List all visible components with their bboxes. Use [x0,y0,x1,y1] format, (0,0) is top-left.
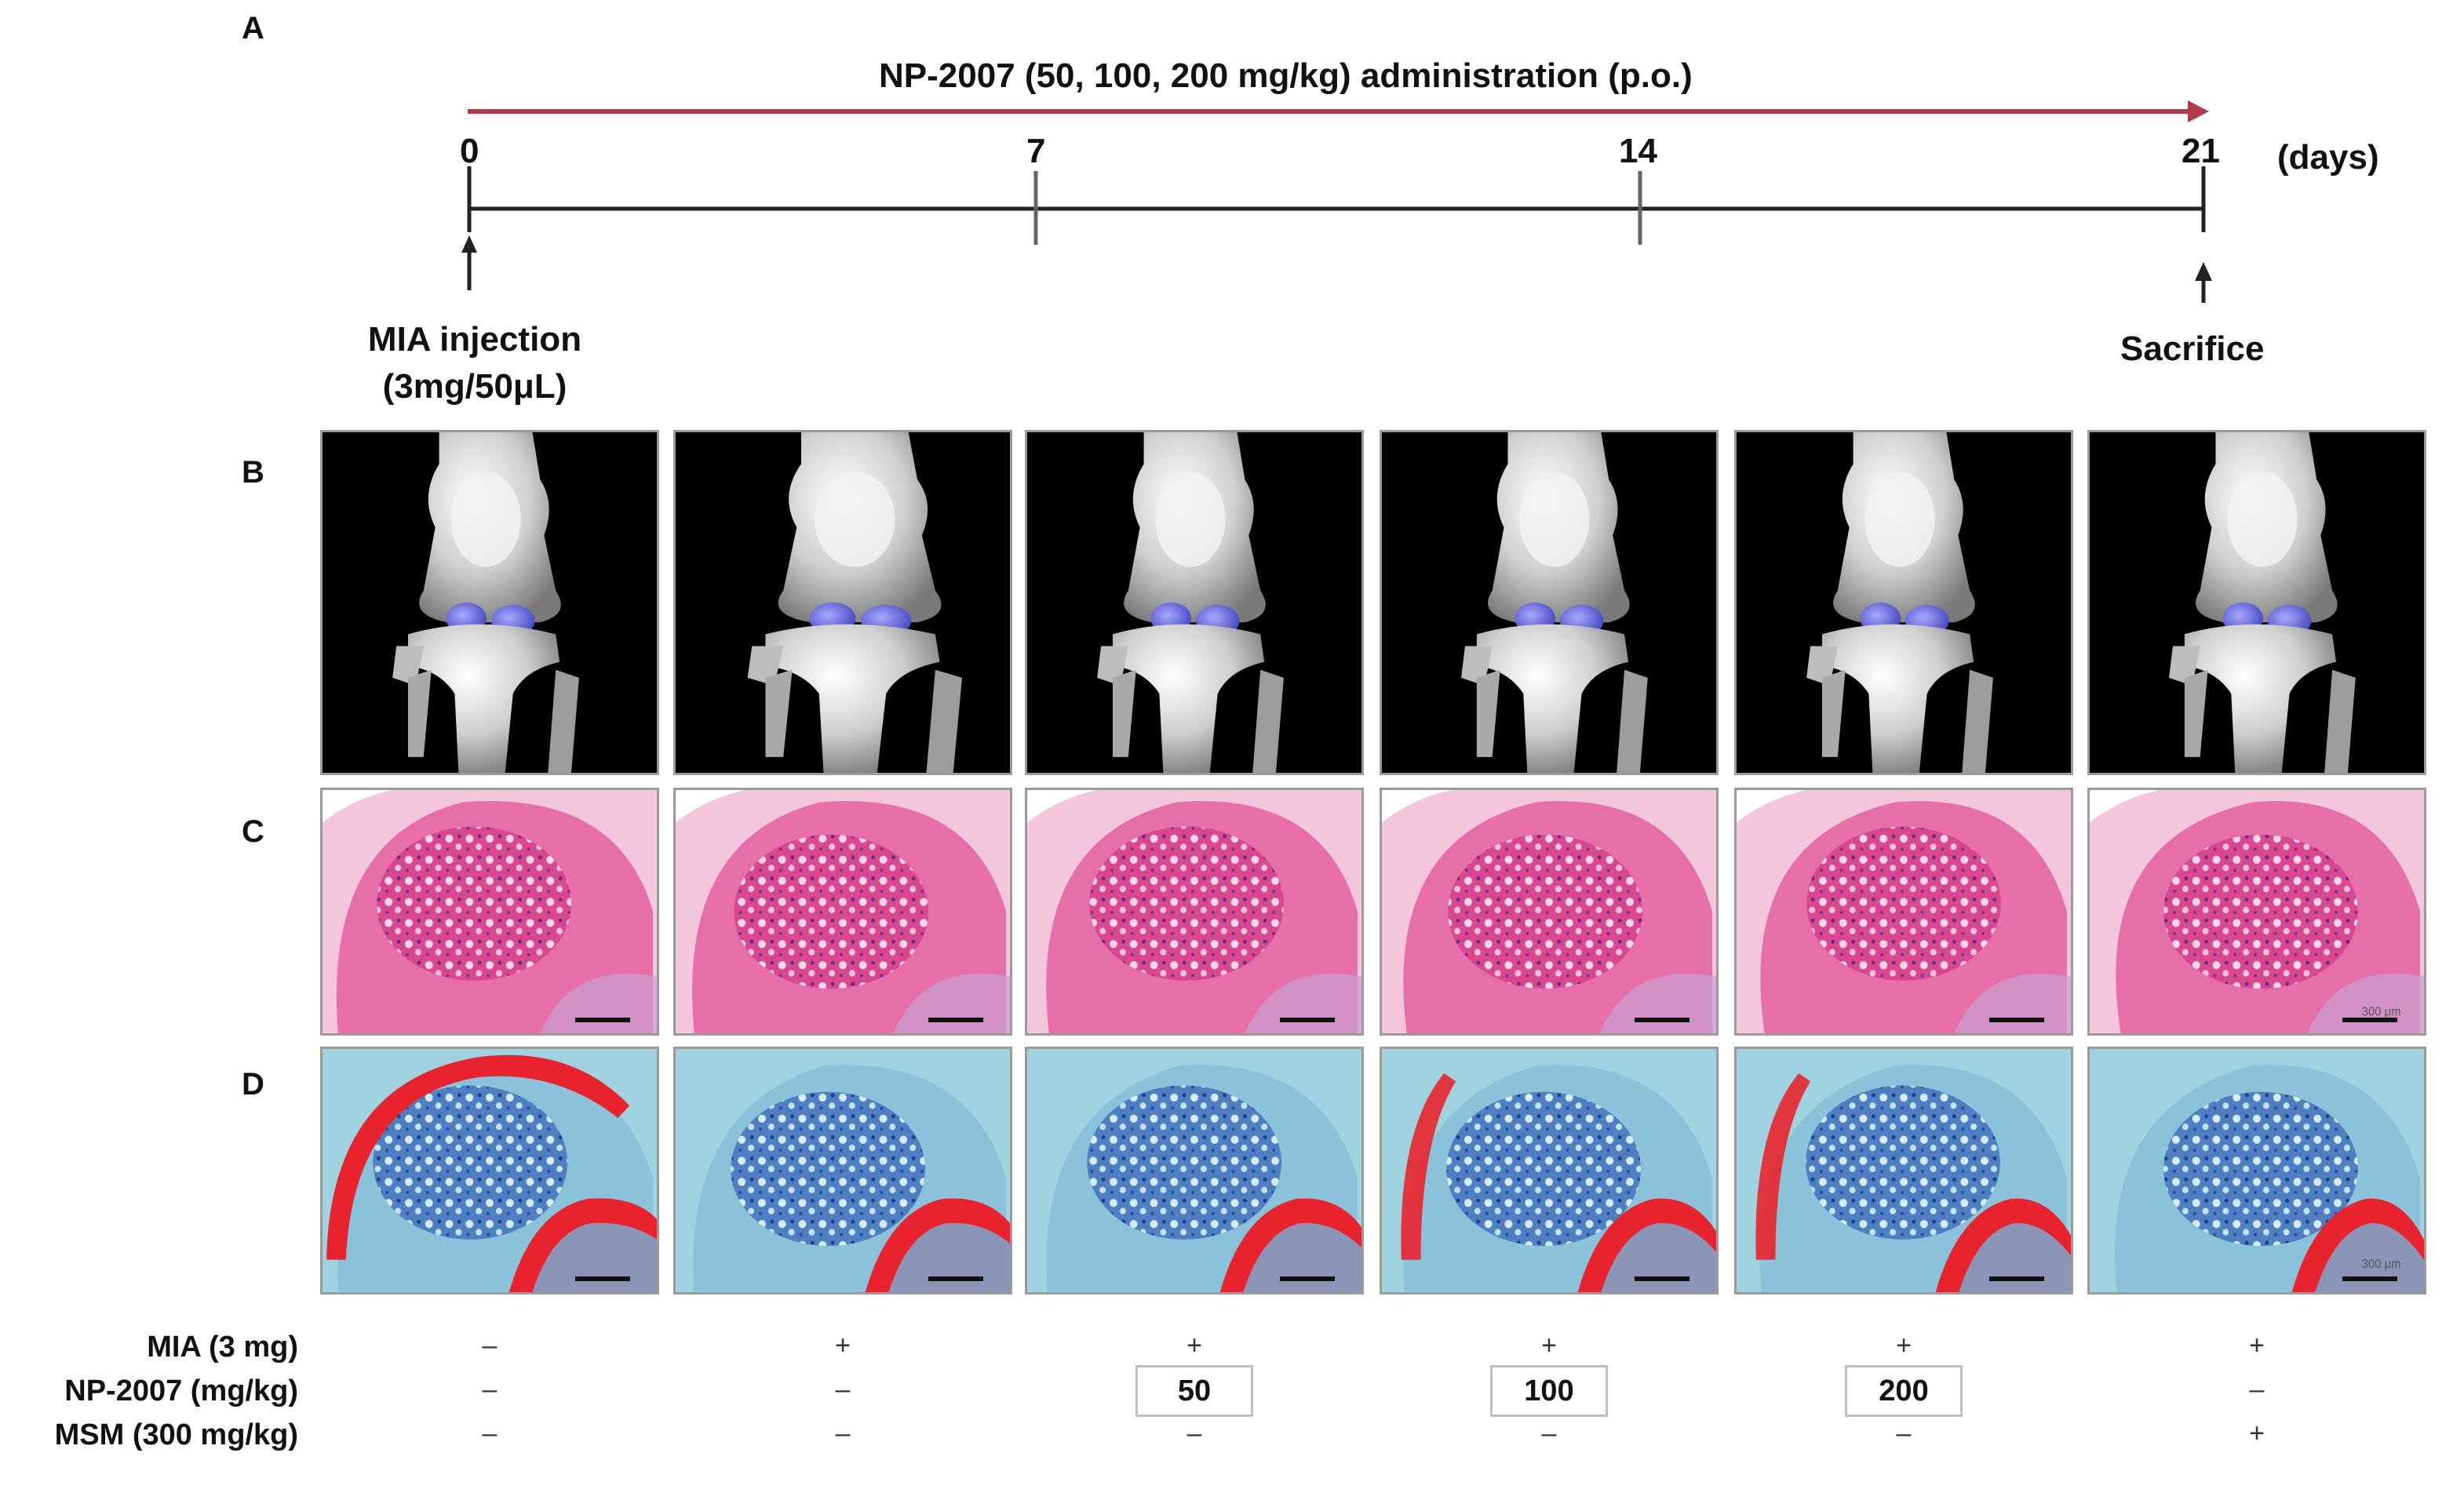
micro-ct-image-6 [2087,430,2426,775]
safranin-o-stain-image-3 [1025,1047,1364,1295]
end-event-label: Sacrifice [2120,330,2265,368]
day-label-0: 0 [460,132,479,170]
condition-value: + [1186,1331,1202,1360]
svg-text:300 μm: 300 μm [2362,1258,2401,1271]
he-stain-image-1 [320,788,659,1036]
condition-value: + [1896,1331,1912,1360]
micro-ct-image-2 [673,430,1012,775]
up-arrow-icon [461,235,477,290]
dose-box: 200 [1845,1365,1963,1417]
condition-value: + [2249,1331,2265,1360]
condition-label-msm: MSM (300 mg/kg) [54,1418,298,1451]
condition-value: – [835,1418,851,1448]
svg-text:300 μm: 300 μm [2362,1005,2401,1018]
day-label-21: 21 [2182,132,2220,170]
condition-value: + [835,1331,851,1360]
condition-value: – [1186,1418,1202,1448]
panel-label-c: C [242,814,264,849]
up-arrow-icon [2195,262,2212,303]
administration-arrowhead [2188,100,2209,122]
scale-bar [1280,1018,1335,1022]
micro-ct-image-1 [320,430,659,775]
micro-ct-image-3 [1025,430,1364,775]
safranin-o-stain-image-4 [1380,1047,1719,1295]
micro-ct-image-5 [1734,430,2073,775]
scale-bar [2342,1276,2397,1281]
he-stain-image-3 [1025,788,1364,1036]
panel-label-d: D [242,1067,264,1102]
condition-label-mia: MIA (3 mg) [147,1331,298,1364]
condition-value: + [1541,1331,1557,1360]
condition-value: – [1541,1418,1557,1448]
start-event-label: MIA injection (3mg/50μL) [345,320,604,406]
panel-label-a: A [242,11,264,46]
safranin-o-stain-image-5 [1734,1047,2073,1295]
scale-bar [2342,1018,2397,1022]
he-stain-image-4 [1380,788,1719,1036]
scale-bar [1280,1276,1335,1281]
dose-box: 50 [1135,1365,1253,1417]
safranin-o-stain-image-6: 300 μm [2087,1047,2426,1295]
scale-bar [928,1276,983,1281]
safranin-o-stain-image-2 [673,1047,1012,1295]
day-label-7: 7 [1026,132,1046,170]
administration-label: NP-2007 (50, 100, 200 mg/kg) administrat… [879,56,1693,95]
panel-label-b: B [242,455,264,490]
day-label-14: 14 [1619,132,1657,170]
condition-label-np2007: NP-2007 (mg/kg) [64,1375,298,1407]
condition-value: – [482,1375,498,1404]
condition-value: – [2249,1375,2265,1404]
dose-box: 100 [1490,1365,1608,1417]
scale-bar [1989,1276,2044,1281]
condition-value: – [482,1331,498,1360]
scale-bar [1635,1018,1689,1022]
condition-value: + [2249,1418,2265,1448]
scale-bar [575,1276,630,1281]
condition-value: – [482,1418,498,1448]
condition-value: – [835,1375,851,1404]
start-event-line-2: (3mg/50μL) [382,367,567,406]
condition-value: – [1896,1418,1912,1448]
micro-ct-image-4 [1380,430,1719,775]
scale-bar [1989,1018,2044,1022]
scale-bar [1635,1276,1689,1281]
timeline-graphic [461,100,2212,303]
start-event-line-1: MIA injection [367,320,582,359]
he-stain-image-5 [1734,788,2073,1036]
he-stain-image-2 [673,788,1012,1036]
scale-bar [928,1018,983,1022]
he-stain-image-6: 300 μm [2087,788,2426,1036]
safranin-o-stain-image-1 [320,1047,659,1295]
days-unit-label: (days) [2277,138,2379,177]
scale-bar [575,1018,630,1022]
